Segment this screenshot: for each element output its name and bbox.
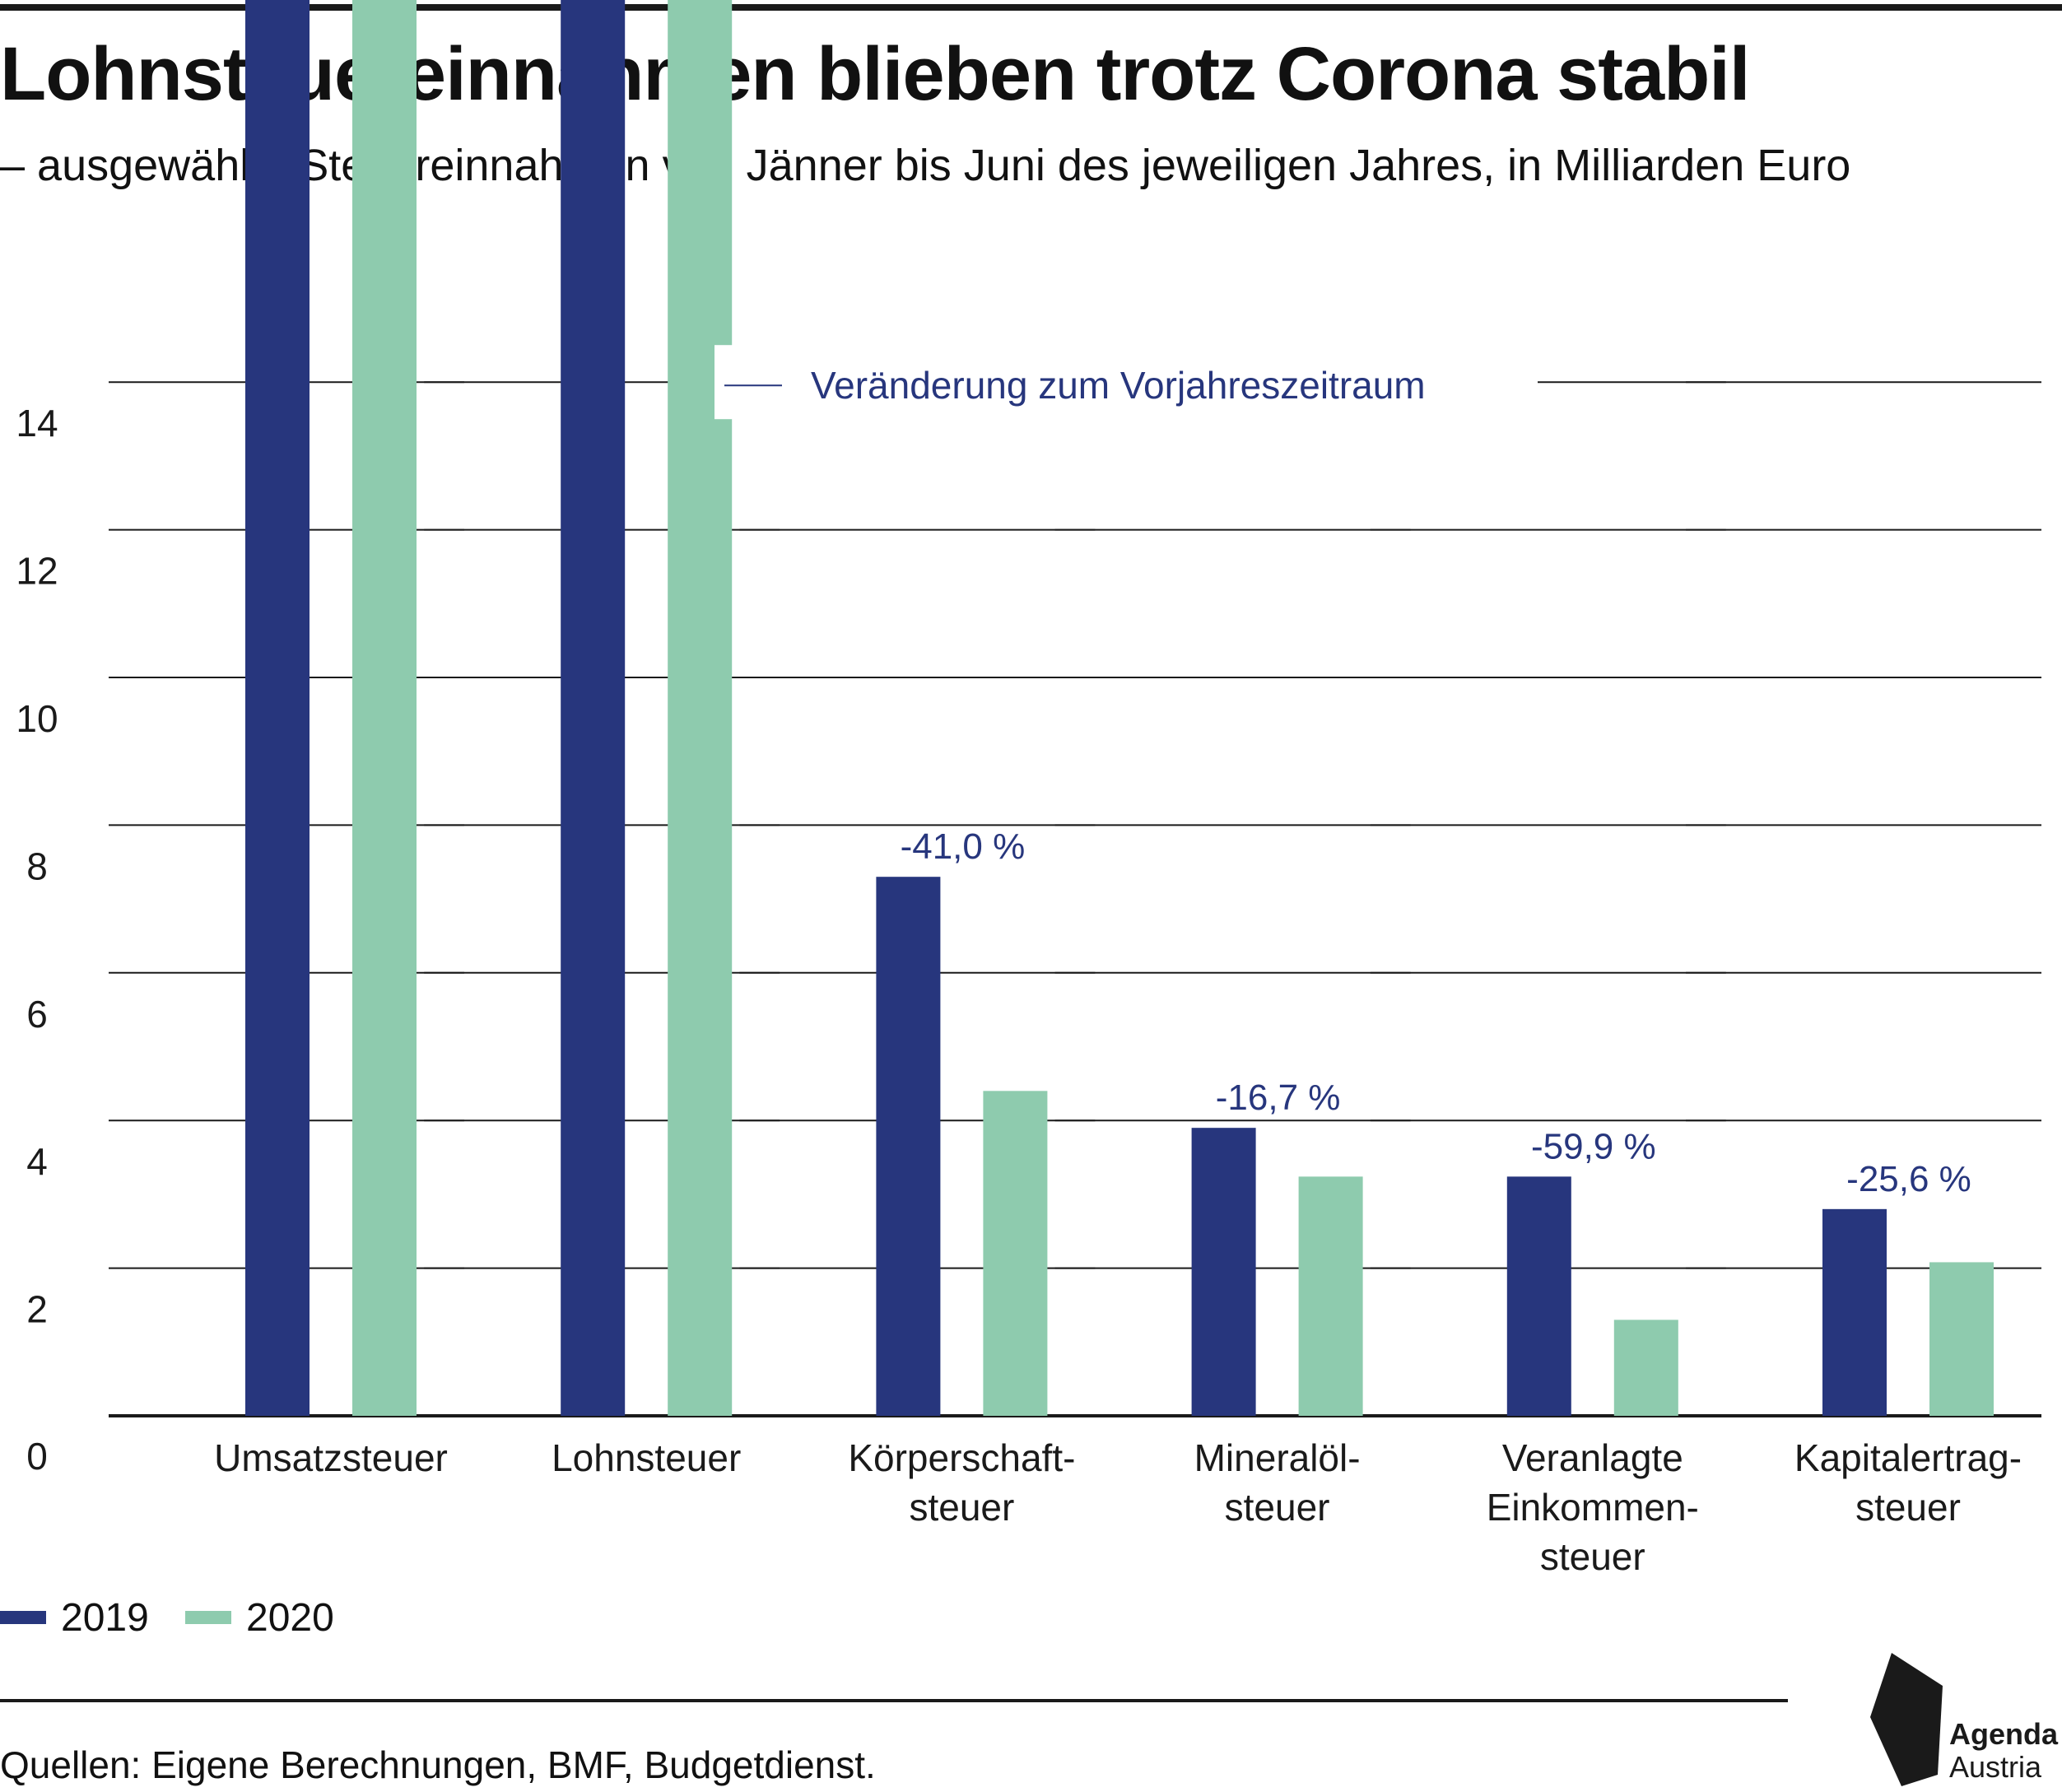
change-label-4: -59,9 % <box>1531 1126 1656 1166</box>
category-label-2: steuer <box>909 1486 1014 1529</box>
y-tick-label-10: 10 <box>16 697 58 740</box>
legend-item-2019: 2019 <box>0 1593 149 1642</box>
category-label-3: steuer <box>1225 1486 1330 1529</box>
y-tick-label-2: 2 <box>26 1288 48 1331</box>
bar-2020-5 <box>1929 1262 1994 1416</box>
legend-label-2019: 2019 <box>61 1595 149 1640</box>
bar-2019-1 <box>561 0 626 1416</box>
logo-text-austria: Austria <box>1949 1750 2042 1784</box>
category-label-5: Kapitalertrag- <box>1794 1436 2022 1479</box>
y-tick-label-0: 0 <box>26 1435 48 1478</box>
category-label-4: steuer <box>1540 1535 1645 1578</box>
change-label-3: -16,7 % <box>1216 1078 1341 1118</box>
bar-2019-5 <box>1822 1208 1887 1416</box>
y-tick-label-12: 12 <box>16 550 58 593</box>
bar-2020-4 <box>1613 1320 1678 1416</box>
logo-mark-icon <box>1870 1653 1943 1786</box>
bar-2020-2 <box>983 1091 1048 1416</box>
legend-swatch-2019 <box>0 1611 46 1624</box>
source-note: Quellen: Eigene Berechnungen, BMF, Budge… <box>0 1743 876 1786</box>
category-label-1: Lohnsteuer <box>552 1436 741 1479</box>
legend-swatch-2020 <box>185 1611 231 1624</box>
bar-2019-4 <box>1506 1176 1571 1416</box>
y-tick-label-14: 14 <box>16 402 58 445</box>
change-label-2: -41,0 % <box>901 826 1026 867</box>
bar-2020-0 <box>352 0 417 1416</box>
y-tick-label-8: 8 <box>26 845 48 887</box>
category-label-0: Umsatzsteuer <box>214 1436 448 1479</box>
category-label-4: Veranlagte <box>1502 1436 1683 1479</box>
category-label-4: Einkommen- <box>1487 1486 1699 1529</box>
bar-2019-3 <box>1191 1128 1256 1416</box>
bar-2019-2 <box>876 877 941 1416</box>
y-tick-label-6: 6 <box>26 993 48 1036</box>
bar-2020-3 <box>1298 1176 1363 1416</box>
legend-label-2020: 2020 <box>246 1595 334 1640</box>
category-label-2: Körperschaft- <box>848 1436 1075 1479</box>
bottom-rule <box>0 1699 1788 1702</box>
legend-item-2020: 2020 <box>185 1593 334 1642</box>
y-tick-label-4: 4 <box>26 1140 48 1183</box>
bar-2019-0 <box>245 0 310 1417</box>
annotation-background <box>714 345 1538 420</box>
agenda-austria-logo: Agenda Austria <box>1867 1651 2062 1792</box>
category-label-5: steuer <box>1855 1486 1961 1529</box>
top-rule <box>0 4 2062 11</box>
bar-2020-1 <box>668 0 733 1416</box>
change-label-5: -25,6 % <box>1846 1159 1971 1199</box>
category-label-3: Mineralöl- <box>1194 1436 1361 1479</box>
annotation-text: Veränderung zum Vorjahreszeitraum <box>811 364 1426 407</box>
logo-text-agenda: Agenda <box>1949 1717 2059 1751</box>
